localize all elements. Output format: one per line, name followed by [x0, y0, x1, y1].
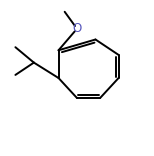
Text: O: O	[72, 22, 82, 35]
